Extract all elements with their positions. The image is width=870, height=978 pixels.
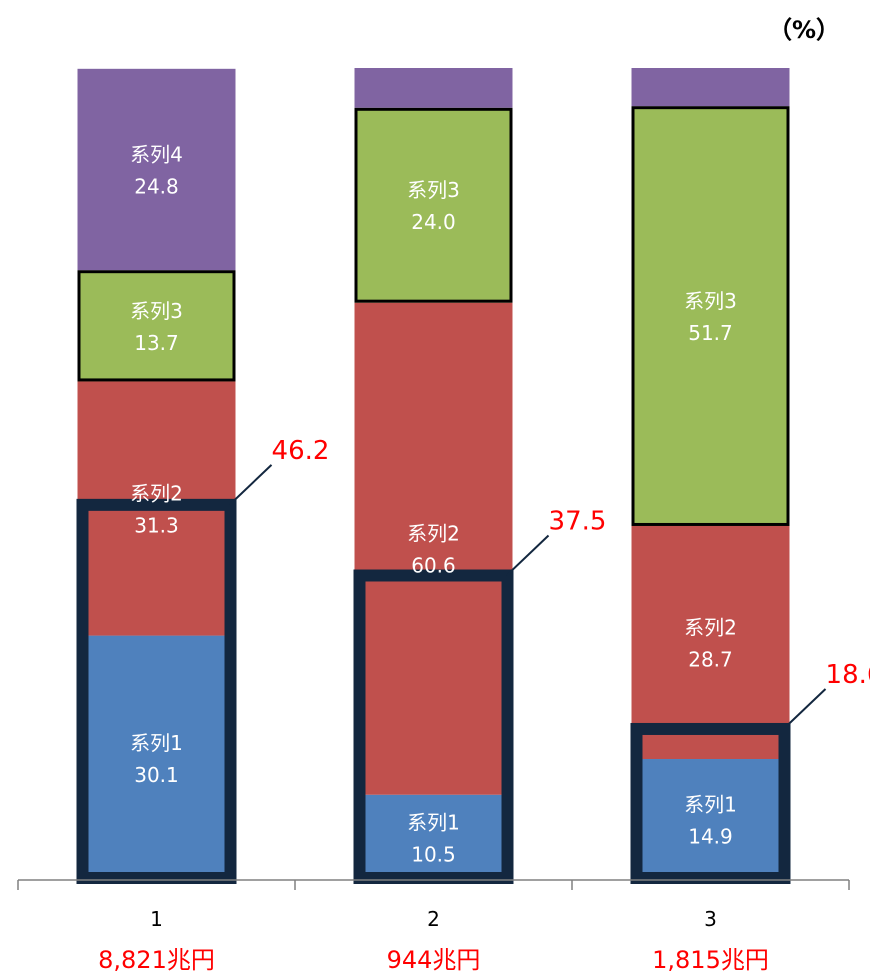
segment-series-label-2-cat-3: 系列2: [684, 615, 737, 639]
segment-value-label-2-cat-2: 60.6: [411, 554, 456, 578]
segment-value-label-1-cat-2: 10.5: [411, 842, 456, 866]
bar-segment-2-cat-3: [631, 525, 790, 760]
callout-line-cat-3: [782, 688, 827, 730]
category-label-2: 2: [427, 907, 440, 931]
segment-series-label-3-cat-3: 系列3: [684, 289, 737, 313]
segment-value-label-3-cat-2: 24.0: [411, 210, 456, 234]
segment-series-label-1-cat-2: 系列1: [407, 810, 460, 834]
segment-outline-3-cat-1: [77, 270, 236, 382]
callout-label-cat-3: 18.6: [826, 660, 870, 690]
segment-series-label-2-cat-1: 系列2: [130, 482, 183, 506]
callout-label-cat-1: 46.2: [272, 436, 330, 466]
segment-series-label-2-cat-2: 系列2: [407, 522, 460, 546]
bar-segment-3-cat-2: [354, 107, 513, 303]
callout-line-cat-2: [505, 534, 550, 577]
segment-value-label-4-cat-1: 24.8: [134, 175, 179, 199]
highlight-box-cat-2: [353, 569, 514, 884]
segment-value-label-3-cat-3: 51.7: [688, 321, 733, 345]
bar-segment-1-cat-2: [354, 794, 513, 880]
highlight-box-cat-3: [630, 722, 791, 885]
category-label-1: 1: [150, 907, 163, 931]
segment-value-label-2-cat-3: 28.7: [688, 647, 733, 671]
unit-label: （%）: [767, 16, 840, 44]
bar-segment-2-cat-2: [354, 302, 513, 795]
bar-segment-3-cat-1: [77, 270, 236, 382]
bar-segment-3-cat-3: [631, 106, 790, 526]
segment-series-label-1-cat-1: 系列1: [130, 731, 183, 755]
segment-series-label-4-cat-1: 系列4: [130, 143, 183, 167]
bar-segment-4-cat-1: [77, 68, 236, 271]
segment-series-label-3-cat-1: 系列3: [130, 299, 183, 323]
segment-value-label-3-cat-1: 13.7: [134, 331, 179, 355]
bar-segment-1-cat-3: [631, 759, 790, 880]
highlight-box-cat-1: [76, 498, 237, 884]
category-label-3: 3: [704, 907, 717, 931]
bar-segment-4-cat-3: [631, 68, 790, 107]
bar-segment-4-cat-2: [354, 68, 513, 108]
callout-line-cat-1: [228, 464, 273, 506]
segment-series-label-3-cat-2: 系列3: [407, 178, 460, 202]
segment-series-label-1-cat-3: 系列1: [684, 793, 737, 817]
bar-segment-1-cat-1: [77, 635, 236, 880]
total-label-2: 944兆円: [387, 946, 481, 974]
segment-value-label-1-cat-3: 14.9: [688, 825, 733, 849]
segment-outline-3-cat-2: [354, 107, 513, 303]
callout-label-cat-2: 37.5: [549, 507, 607, 537]
segment-value-label-1-cat-1: 30.1: [134, 763, 179, 787]
segment-value-label-2-cat-1: 31.3: [134, 514, 179, 538]
total-label-3: 1,815兆円: [652, 946, 769, 974]
total-label-1: 8,821兆円: [98, 946, 215, 974]
segment-outline-3-cat-3: [631, 106, 790, 526]
